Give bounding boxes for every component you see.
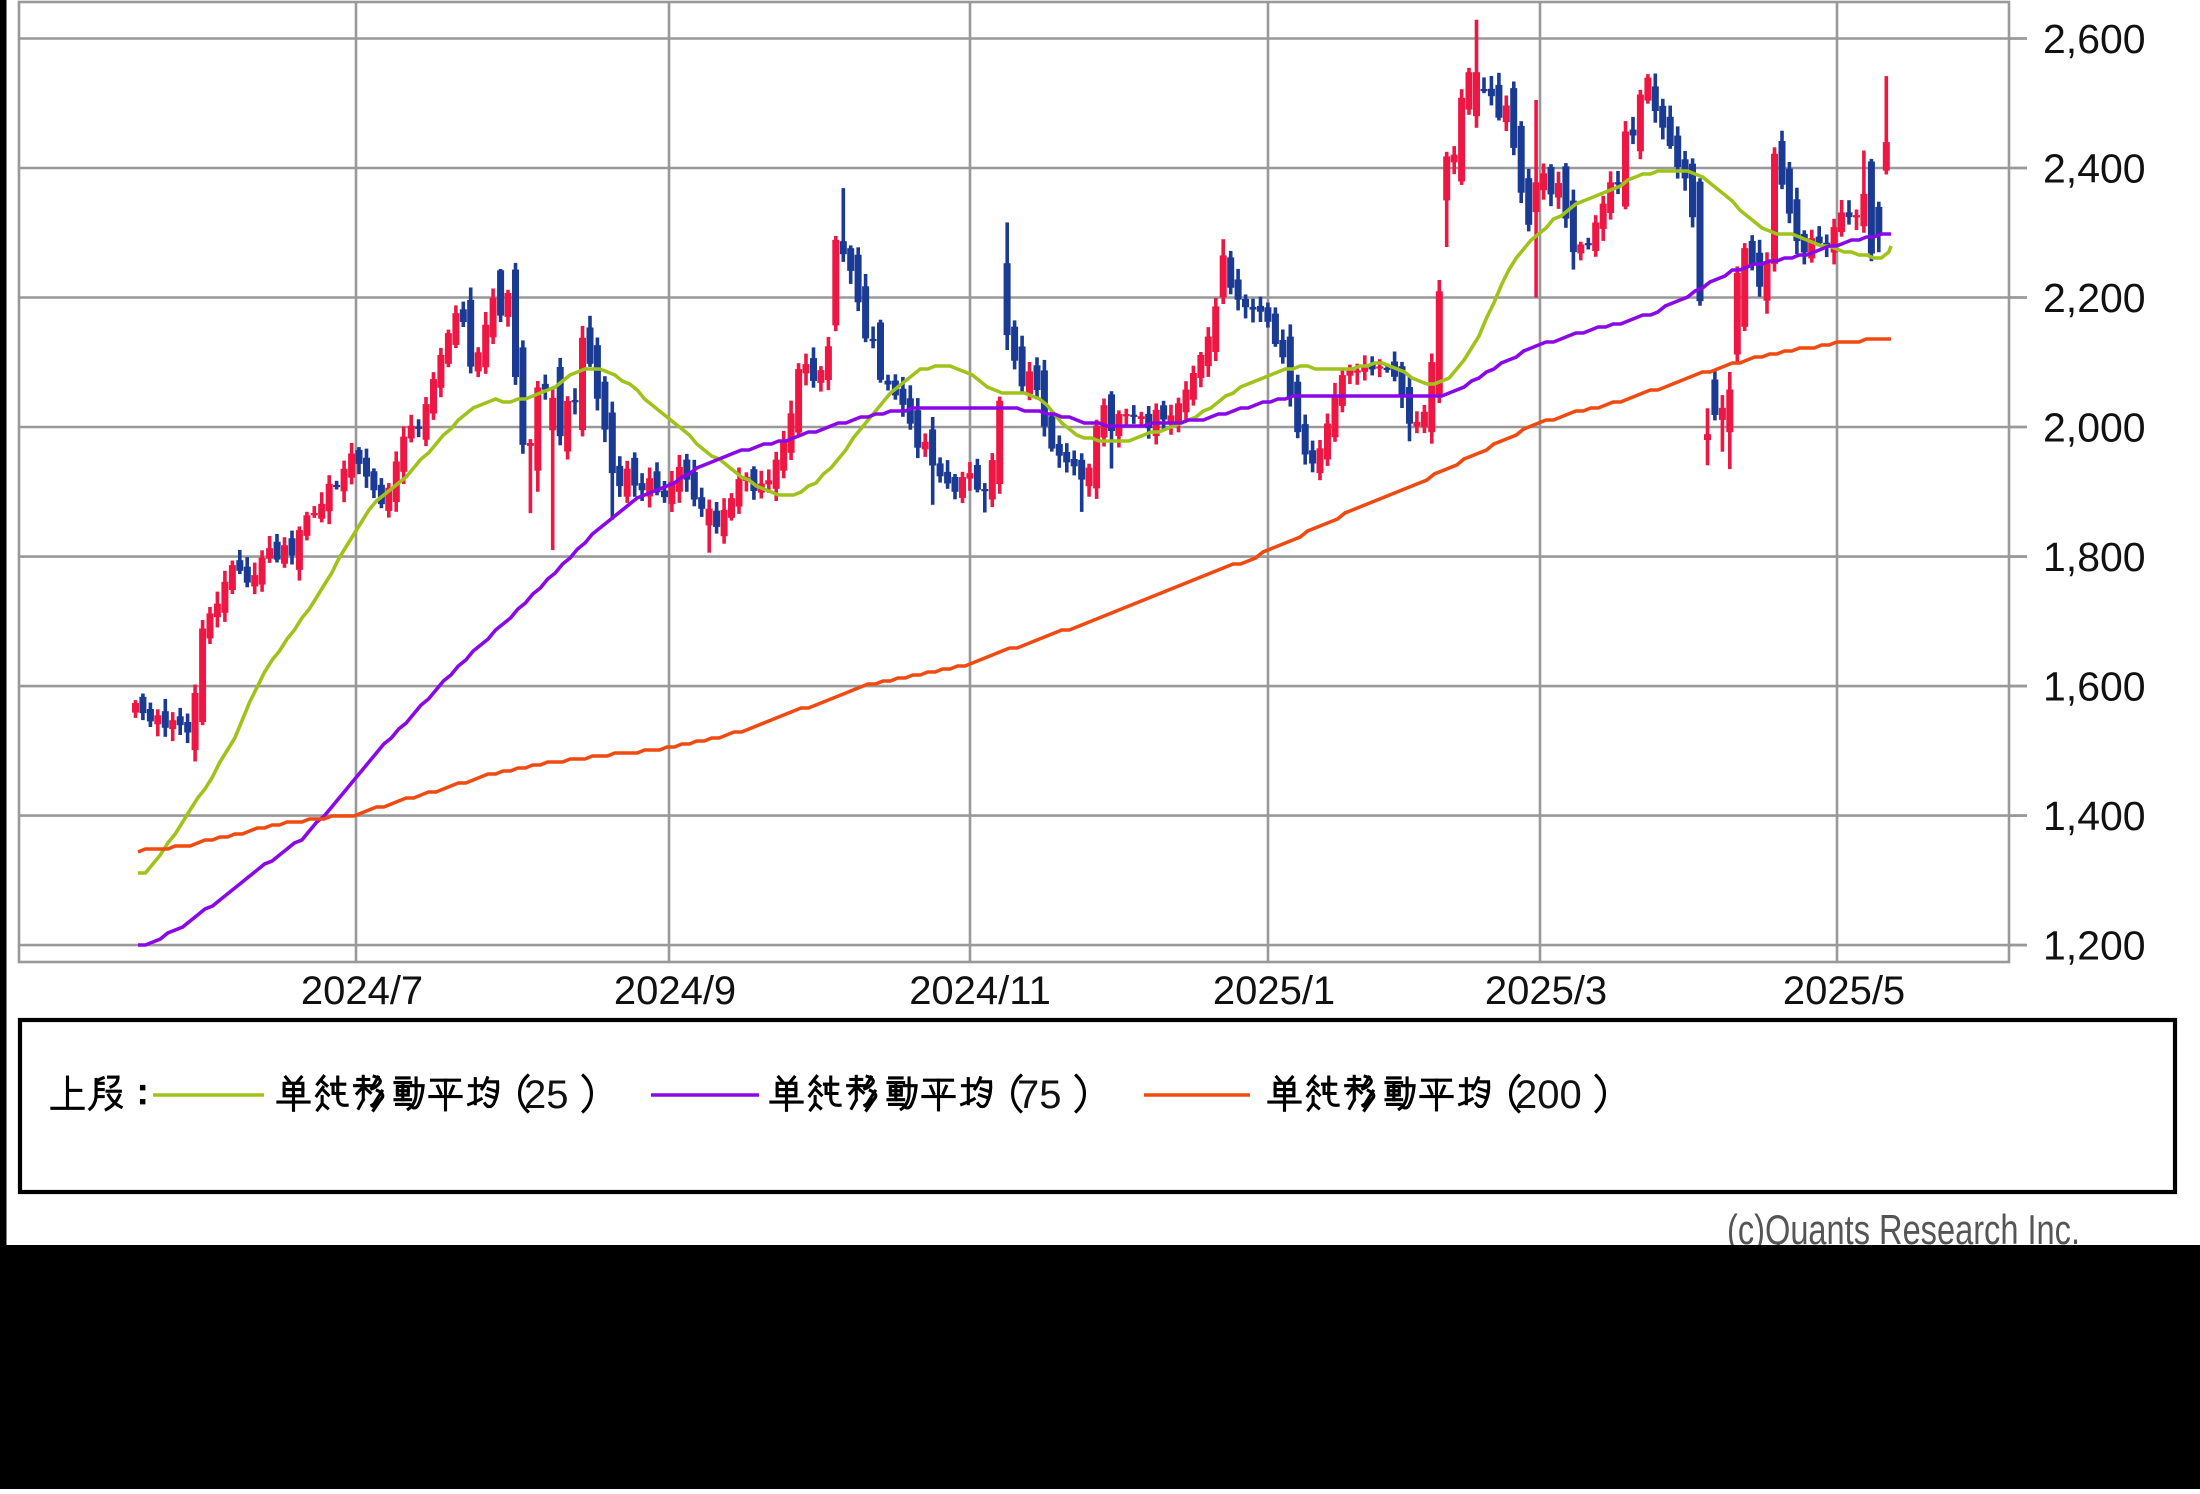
svg-text:1,400: 1,400 [2043,793,2146,839]
svg-text:1,800: 1,800 [2043,534,2146,580]
svg-text:2025/1: 2025/1 [1213,969,1335,1013]
svg-text:2,600: 2,600 [2043,16,2146,62]
svg-text:2025/3: 2025/3 [1485,969,1607,1013]
svg-text:200: 200 [1515,1073,1582,1117]
svg-text:2024/11: 2024/11 [909,969,1051,1013]
svg-text:75: 75 [1017,1073,1062,1117]
svg-text:2,000: 2,000 [2043,405,2146,451]
svg-text:1,600: 1,600 [2043,664,2146,710]
svg-text:2024/9: 2024/9 [614,969,736,1013]
svg-text:25: 25 [524,1073,569,1117]
svg-text:2,200: 2,200 [2043,275,2146,321]
svg-text:1,200: 1,200 [2043,923,2146,969]
svg-text:2,400: 2,400 [2043,146,2146,192]
svg-text:2025/5: 2025/5 [1783,969,1905,1013]
svg-text:2024/7: 2024/7 [301,969,423,1013]
